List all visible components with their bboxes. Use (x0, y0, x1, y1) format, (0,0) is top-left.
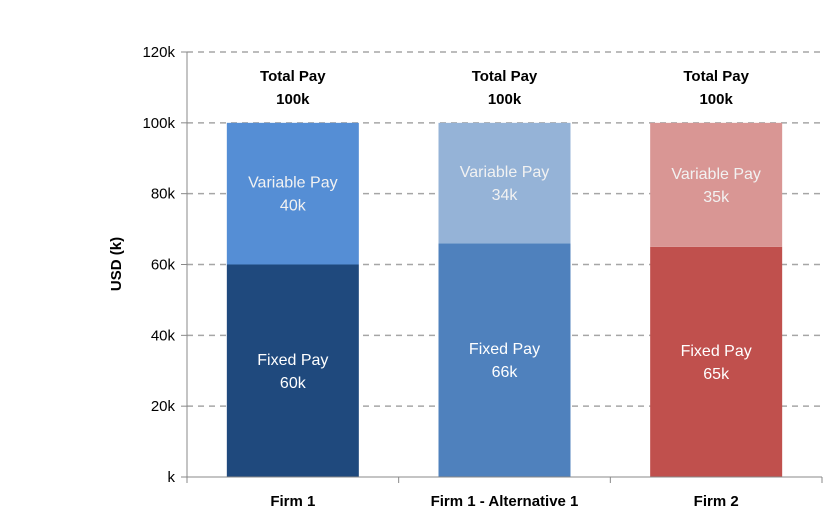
bar-variable-pay (226, 122, 359, 265)
segment-name-label: Variable Pay (248, 175, 338, 192)
segment-value-label: 66k (492, 364, 519, 381)
bar-variable-pay (438, 122, 571, 244)
x-category-label: Firm 1 (270, 493, 315, 510)
y-tick-label: 20k (151, 398, 176, 415)
axes (181, 51, 823, 483)
x-category-label: Firm 2 (694, 493, 739, 510)
bars (226, 122, 783, 477)
total-value: 100k (699, 91, 733, 108)
segment-name-label: Variable Pay (460, 164, 550, 181)
segment-value-label: 65k (703, 366, 730, 383)
segment-value-label: 40k (280, 198, 307, 215)
y-tick-label: 40k (151, 327, 176, 344)
segment-name-label: Fixed Pay (469, 341, 540, 358)
total-value: 100k (488, 91, 522, 108)
labels: k 20k 40k 60k 80k 100k 120k Fixed Pay 60k Variabl… (142, 44, 760, 510)
y-tick-label: 120k (142, 44, 175, 61)
bar-fixed-pay (650, 246, 783, 477)
segment-name-label: Fixed Pay (257, 352, 328, 369)
y-tick-label: k (168, 469, 176, 486)
y-tick-label: 100k (142, 115, 175, 132)
total-label: Total Pay (472, 68, 538, 85)
segment-value-label: 35k (703, 189, 730, 206)
y-axis-title: USD (k) (108, 237, 125, 291)
x-category-label: Firm 1 - Alternative 1 (431, 493, 579, 510)
bar-fixed-pay (226, 264, 359, 477)
bar-fixed-pay (438, 243, 571, 477)
total-value: 100k (276, 91, 310, 108)
y-tick-label: 60k (151, 257, 176, 274)
segment-name-label: Fixed Pay (681, 343, 752, 360)
segment-value-label: 34k (492, 187, 519, 204)
y-tick-label: 80k (151, 186, 176, 203)
total-label: Total Pay (683, 68, 749, 85)
segment-name-label: Variable Pay (671, 166, 761, 183)
segment-value-label: 60k (280, 375, 307, 392)
bar-variable-pay (650, 122, 783, 247)
total-label: Total Pay (260, 68, 326, 85)
